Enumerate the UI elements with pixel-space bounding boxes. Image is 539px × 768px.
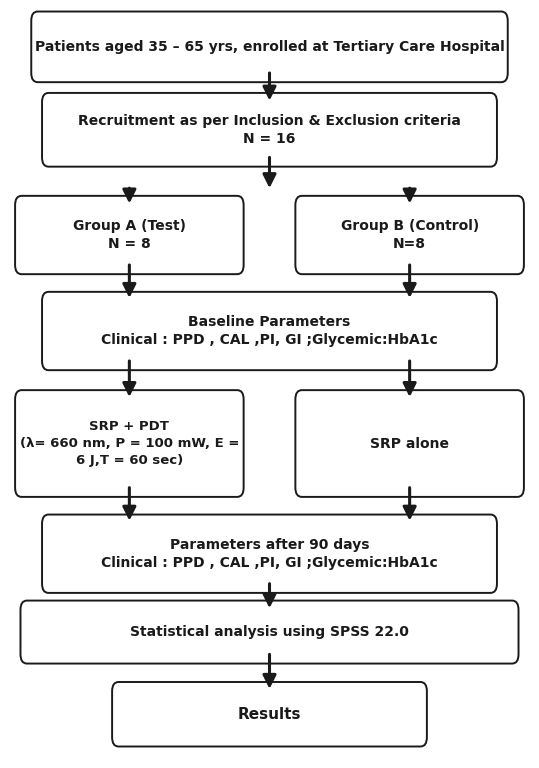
- FancyBboxPatch shape: [112, 682, 427, 746]
- Text: Baseline Parameters
Clinical : PPD , CAL ,PI, GI ;Glycemic:HbA1c: Baseline Parameters Clinical : PPD , CAL…: [101, 315, 438, 347]
- Text: Group A (Test)
N = 8: Group A (Test) N = 8: [73, 219, 186, 251]
- Text: Statistical analysis using SPSS 22.0: Statistical analysis using SPSS 22.0: [130, 625, 409, 639]
- FancyBboxPatch shape: [295, 390, 524, 497]
- Text: Results: Results: [238, 707, 301, 722]
- FancyBboxPatch shape: [15, 196, 244, 274]
- Text: Patients aged 35 – 65 yrs, enrolled at Tertiary Care Hospital: Patients aged 35 – 65 yrs, enrolled at T…: [34, 40, 505, 54]
- Text: Group B (Control)
N=8: Group B (Control) N=8: [341, 219, 479, 251]
- Text: SRP alone: SRP alone: [370, 436, 449, 451]
- FancyBboxPatch shape: [31, 12, 508, 82]
- FancyBboxPatch shape: [42, 292, 497, 370]
- FancyBboxPatch shape: [20, 601, 519, 664]
- FancyBboxPatch shape: [295, 196, 524, 274]
- FancyBboxPatch shape: [15, 390, 244, 497]
- Text: Recruitment as per Inclusion & Exclusion criteria
N = 16: Recruitment as per Inclusion & Exclusion…: [78, 114, 461, 146]
- Text: SRP + PDT
(λ= 660 nm, P = 100 mW, E =
6 J,T = 60 sec): SRP + PDT (λ= 660 nm, P = 100 mW, E = 6 …: [19, 420, 239, 467]
- Text: Parameters after 90 days
Clinical : PPD , CAL ,PI, GI ;Glycemic:HbA1c: Parameters after 90 days Clinical : PPD …: [101, 538, 438, 570]
- FancyBboxPatch shape: [42, 515, 497, 593]
- FancyBboxPatch shape: [42, 93, 497, 167]
